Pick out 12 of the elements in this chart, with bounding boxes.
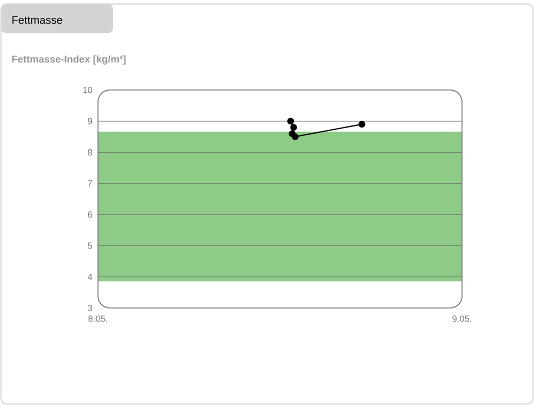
y-tick-label: 9 [88,118,92,124]
y-tick-label: 5 [88,242,92,249]
y-tick-label: 3 [88,304,92,312]
y-tick-label: 6 [88,211,92,218]
x-tick-label: 9.05. [452,316,472,322]
chart-title: Fettmasse [12,16,62,24]
x-tick-label: 8.05. [88,316,108,322]
y-tick-label: 7 [88,180,92,187]
y-tick-label: 4 [88,274,92,280]
y-tick-label: 10 [83,86,92,94]
y-axis-title: Fettmasse-Index [kg/m²] [12,55,126,65]
y-tick-label: 8 [88,149,92,156]
